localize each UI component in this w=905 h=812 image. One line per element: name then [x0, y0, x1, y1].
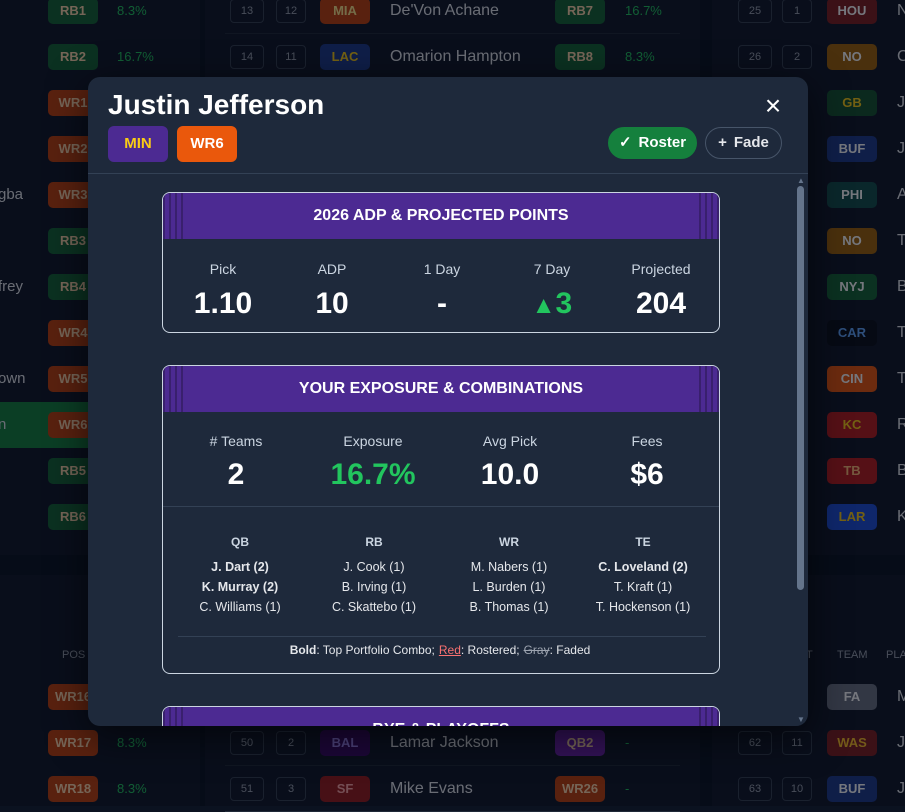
combo-heading: QB — [231, 535, 249, 549]
legend-text: : Rostered; — [460, 643, 520, 657]
stat-value: 16.7% — [303, 455, 443, 495]
stat-number: $6 — [630, 458, 664, 491]
combo-entry: T. Hockenson (1) — [595, 600, 691, 614]
button-label: Fade — [733, 134, 769, 151]
player-modal: Justin Jefferson MIN WR6 × ✓ Roster + Fade 2026 … — [88, 77, 808, 726]
stat-label: ADP — [317, 261, 347, 277]
combo-heading: RB — [365, 535, 383, 549]
stat-number: 10.0 — [480, 458, 540, 491]
stat-number: 2 — [227, 458, 245, 491]
stat-value: $6 — [577, 455, 717, 495]
scroll-area: 2026 ADP & PROJECTED POINTS Pick 1.10 ADP 10… — [88, 174, 808, 726]
section-title: YOUR EXPOSURE & COMBINATIONS — [163, 366, 719, 412]
stat-label: Exposure — [343, 433, 403, 449]
player-title: Justin Jefferson — [108, 89, 325, 120]
stat-label: Pick — [209, 261, 237, 277]
combo-entry: C. Williams (1) — [199, 600, 281, 614]
stat-value: ▲3 — [482, 284, 622, 324]
stat-value: 1.10 — [163, 284, 293, 324]
legend-divider — [178, 636, 706, 637]
combo-entry: K. Murray (2) — [201, 580, 279, 594]
stat-number: 204 — [635, 287, 687, 320]
stat-number: 1.10 — [193, 287, 253, 320]
header-divider — [88, 173, 808, 174]
legend-key: Bold — [289, 643, 317, 657]
button-label: Roster — [638, 134, 687, 151]
player-badge: WR6 — [177, 126, 237, 162]
player-badge: MIN — [108, 126, 168, 162]
legend-text: : Faded — [549, 643, 591, 657]
stat-value: 10.0 — [440, 455, 580, 495]
combo-entry: B. Thomas (1) — [469, 600, 549, 614]
stat-value: 10 — [262, 284, 402, 324]
section-card: 2026 ADP & PROJECTED POINTS Pick 1.10 ADP 10… — [162, 192, 720, 333]
trend-arrow: ▲ — [531, 292, 556, 319]
stat-label: Projected — [631, 261, 691, 277]
section-card: YOUR EXPOSURE & COMBINATIONS # Teams 2 Expo… — [162, 365, 720, 674]
combo-entry: J. Dart (2) — [211, 560, 269, 574]
legend-key: Red — [438, 643, 461, 657]
combo-entry: M. Nabers (1) — [470, 560, 548, 574]
stat-number: 10 — [315, 287, 349, 320]
combo-entry: J. Cook (1) — [343, 560, 405, 574]
stat-label: Fees — [631, 433, 663, 449]
stat-label: 7 Day — [533, 261, 571, 277]
combo-entry: B. Irving (1) — [341, 580, 407, 594]
action-button[interactable]: ✓ Roster — [608, 127, 697, 159]
combo-entry: L. Burden (1) — [472, 580, 546, 594]
combo-entry: C. Loveland (2) — [598, 560, 688, 574]
section-title: 2026 ADP & PROJECTED POINTS — [163, 193, 719, 239]
action-button[interactable]: + Fade — [705, 127, 782, 159]
stat-number: 16.7% — [330, 458, 416, 491]
stat-number: 3 — [555, 287, 573, 320]
section-card: BYE & PLAYOFFS — [162, 706, 720, 726]
button-icon: ✓ — [618, 134, 632, 151]
combo-heading: WR — [499, 535, 519, 549]
stat-value: 204 — [591, 284, 719, 324]
section-title: BYE & PLAYOFFS — [163, 707, 719, 726]
stat-label: # Teams — [209, 433, 263, 449]
stat-value: - — [372, 284, 512, 324]
legend: Bold: Top Portfolio Combo; Red: Rostered;… — [163, 642, 719, 658]
scroll-up: ▲ — [797, 176, 805, 185]
combo-entry: T. Kraft (1) — [613, 580, 673, 594]
legend-key: Gray — [523, 643, 550, 657]
close-button[interactable]: × — [764, 90, 782, 121]
stat-number: - — [437, 287, 447, 320]
scroll-down: ▼ — [797, 715, 805, 724]
stat-value: 2 — [166, 455, 306, 495]
combo-entry: C. Skattebo (1) — [331, 600, 417, 614]
stat-label: 1 Day — [423, 261, 461, 277]
section-divider — [163, 506, 719, 507]
legend-text: : Top Portfolio Combo; — [316, 643, 435, 657]
scrollbar-thumb[interactable] — [797, 186, 804, 590]
stat-label: Avg Pick — [482, 433, 538, 449]
combo-heading: TE — [635, 535, 651, 549]
button-icon: + — [718, 134, 727, 151]
